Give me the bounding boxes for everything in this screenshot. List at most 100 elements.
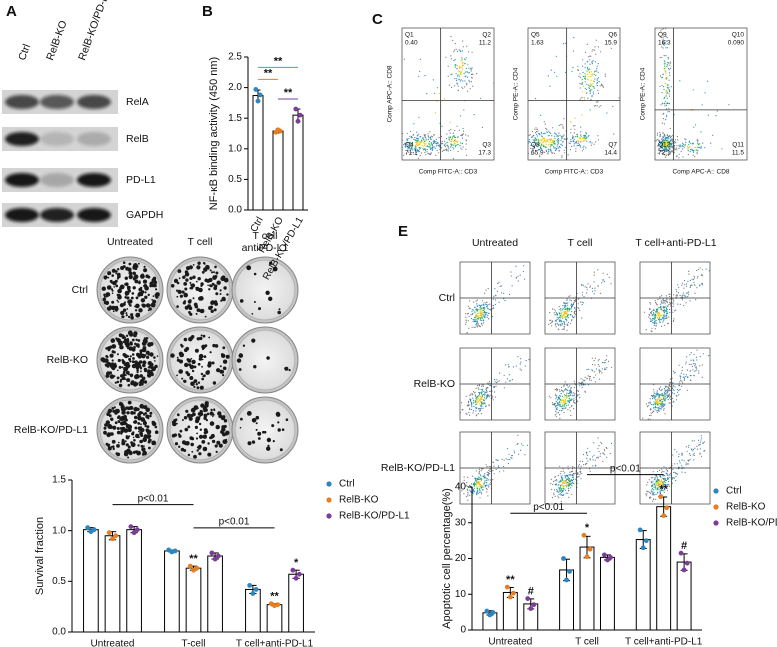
flow-event <box>579 309 581 312</box>
flow-event <box>565 312 567 315</box>
flow-event <box>476 315 478 317</box>
flow-event <box>659 75 662 77</box>
flow-event <box>477 480 480 482</box>
flow-event <box>488 381 490 383</box>
flow-event <box>662 139 665 141</box>
flow-event <box>568 474 570 476</box>
flow-event <box>661 301 663 303</box>
flow-event <box>678 157 680 159</box>
flow-event <box>434 141 436 143</box>
flow-event <box>468 315 470 317</box>
y-tick-label: 1.0 <box>52 525 66 536</box>
flow-event <box>677 284 679 286</box>
flow-event <box>650 312 652 314</box>
flow-event <box>658 388 661 390</box>
flow-event <box>465 316 467 318</box>
flow-event <box>566 483 568 485</box>
flow-event <box>688 294 690 296</box>
colony <box>111 359 114 362</box>
flow-event <box>493 307 495 309</box>
colony <box>144 291 147 294</box>
flow-event <box>679 381 681 383</box>
flow-event <box>415 148 417 150</box>
flow-event <box>557 475 560 477</box>
flow-event <box>662 41 664 43</box>
flow-event <box>672 385 674 387</box>
flow-event <box>476 303 478 305</box>
data-point <box>584 554 590 560</box>
flow-event <box>418 143 420 145</box>
colony <box>216 440 221 445</box>
flow-event <box>689 285 692 287</box>
flow-event <box>666 92 668 95</box>
flow-event <box>432 140 435 142</box>
flow-event <box>561 315 563 318</box>
flow-event <box>554 475 557 477</box>
data-point <box>257 92 263 98</box>
colony <box>117 369 119 372</box>
y-axis-label: NF-κB binding activity (450 nm) <box>208 57 220 210</box>
flow-event <box>701 104 703 106</box>
flow-event <box>666 392 668 394</box>
quadrant-name: Q10 <box>732 32 745 39</box>
colony <box>189 281 192 284</box>
flow-event <box>578 308 580 310</box>
flow-event <box>454 139 456 141</box>
flow-event <box>687 148 689 150</box>
flow-event <box>655 325 657 327</box>
flow-event <box>677 303 679 305</box>
flow-event <box>575 140 577 143</box>
flow-event <box>505 381 507 383</box>
flow-event <box>531 153 533 156</box>
flow-event <box>465 321 467 323</box>
flow-event <box>560 494 562 496</box>
colony <box>126 296 130 300</box>
flow-event <box>678 147 680 150</box>
flow-event <box>497 282 499 285</box>
flow-event <box>462 87 464 89</box>
flow-event <box>647 418 649 420</box>
flow-event <box>681 453 684 455</box>
flow-event <box>683 379 685 381</box>
colony <box>139 375 142 378</box>
data-point <box>131 530 137 536</box>
flow-event <box>578 142 580 144</box>
flow-event <box>666 77 668 79</box>
flow-event <box>594 459 596 461</box>
flow-event <box>666 298 668 300</box>
flow-event <box>606 456 608 458</box>
y-tick-label: 0 <box>460 625 466 636</box>
colony <box>213 308 217 312</box>
colony <box>214 444 218 448</box>
flow-event <box>659 490 661 492</box>
flow-event <box>571 145 573 147</box>
flow-event <box>607 360 610 362</box>
flow-event <box>435 140 437 142</box>
flow-event <box>563 320 565 323</box>
flow-event <box>527 142 529 144</box>
flow-event <box>670 135 672 137</box>
flow-event <box>678 453 680 455</box>
flow-event <box>562 317 564 319</box>
colony <box>255 415 260 420</box>
flow-event <box>570 399 572 401</box>
quadrant-name: Q11 <box>732 142 744 149</box>
flow-event <box>660 390 662 392</box>
flow-event <box>476 321 478 323</box>
flow-event <box>511 379 513 381</box>
flow-event <box>657 398 659 400</box>
colony <box>154 430 159 435</box>
flow-event <box>691 278 693 280</box>
flow-event <box>409 141 411 143</box>
flow-event <box>579 460 581 462</box>
flow-event <box>459 115 462 117</box>
flow-event <box>563 493 565 495</box>
colony <box>116 299 119 302</box>
colony <box>213 300 218 304</box>
flow-event <box>469 494 471 496</box>
flow-event <box>581 301 583 303</box>
colony <box>147 342 152 347</box>
flow-event <box>416 137 418 139</box>
flow-event <box>550 482 552 484</box>
flow-event <box>661 151 663 153</box>
